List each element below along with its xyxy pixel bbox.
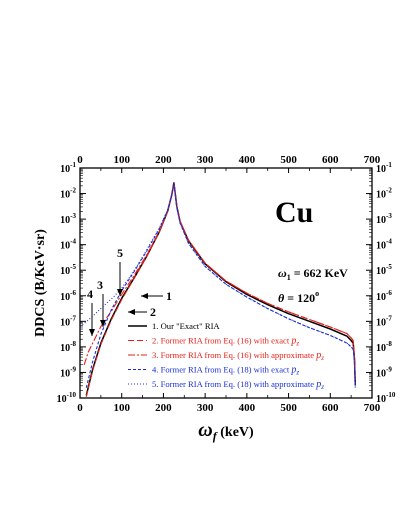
y-tick-label: 10-9 [60, 365, 76, 379]
legend-entry-1: 1. Our "Exact" RIA [152, 321, 220, 331]
y-tick-label-right: 10-2 [376, 187, 392, 201]
x-tick-label: 700 [364, 402, 381, 414]
y-tick-label: 10-6 [60, 289, 76, 303]
legend-entry-3: 3. Former RIA from Eq. (16) with approxi… [152, 350, 324, 362]
y-tick-label-right: 10-9 [376, 365, 392, 379]
y-tick-label: 10-8 [60, 340, 76, 354]
x-tick-label: 100 [113, 402, 130, 414]
x-tick-label: 600 [322, 402, 339, 414]
y-tick-label: 10-10 [57, 391, 77, 405]
y-tick-label-right: 10-1 [376, 161, 392, 175]
plot-area: 0 0 100 100 200 200 300 300 400 400 500 500 600 600 70… [33, 154, 396, 443]
x-tick-label-top: 0 [77, 154, 83, 166]
angle-label: θ = 120o [278, 289, 319, 305]
x-tick-label: 400 [239, 402, 256, 414]
x-tick-label: 0 [77, 402, 83, 414]
legend-entry-4: 4. Former RIA from Eq. (18) with exact p… [152, 365, 299, 377]
legend-entry-2: 2. Former RIA from Eq. (16) with exact p… [152, 336, 299, 348]
y-tick-label-right: 10-5 [376, 263, 392, 277]
y-tick-label: 10-7 [60, 314, 76, 328]
x-tick-label-top: 600 [322, 154, 339, 166]
callout-arrowhead [117, 289, 123, 296]
x-tick-label-top: 300 [197, 154, 214, 166]
callout-label: 1 [166, 289, 172, 303]
callout-arrowhead [100, 320, 106, 327]
y-tick-label: 10-2 [60, 187, 76, 201]
callout-arrowhead [89, 329, 95, 336]
element-label: Cu [275, 196, 313, 229]
x-tick-label-top: 700 [364, 154, 381, 166]
y-axis-label: DDCS (B/KeV·sr) [33, 229, 48, 337]
y-tick-label-right: 10-7 [376, 314, 392, 328]
callout-label: 3 [97, 278, 103, 292]
legend-entry-5: 5. Former RIA from Eq. (18) with approxi… [152, 379, 324, 391]
x-tick-label-top: 200 [155, 154, 172, 166]
callout-label: 5 [117, 246, 123, 260]
y-tick-label: 10-1 [60, 161, 76, 175]
y-tick-label-right: 10-3 [376, 212, 392, 226]
x-tick-label-top: 500 [280, 154, 297, 166]
callout-label: 2 [150, 305, 156, 319]
y-tick-label: 10-5 [60, 263, 76, 277]
x-tick-label: 500 [280, 402, 297, 414]
y-tick-label-right: 10-10 [376, 391, 396, 405]
plot-frame [79, 167, 373, 399]
y-tick-label-right: 10-6 [376, 289, 392, 303]
callout-label: 4 [87, 287, 93, 301]
y-tick-label-right: 10-8 [376, 340, 392, 354]
callout-arrowhead [141, 293, 148, 299]
y-tick-label-right: 10-4 [376, 238, 392, 252]
x-tick-label: 300 [197, 402, 214, 414]
y-tick-label: 10-3 [60, 212, 76, 226]
x-tick-label: 200 [155, 402, 172, 414]
x-axis-label: ωf (keV) [198, 419, 254, 443]
callout-arrowhead [128, 309, 135, 315]
energy-label: ω1 = 662 KeV [278, 266, 348, 282]
x-tick-label-top: 400 [239, 154, 256, 166]
y-tick-label: 10-4 [60, 238, 76, 252]
x-tick-label-top: 100 [113, 154, 130, 166]
